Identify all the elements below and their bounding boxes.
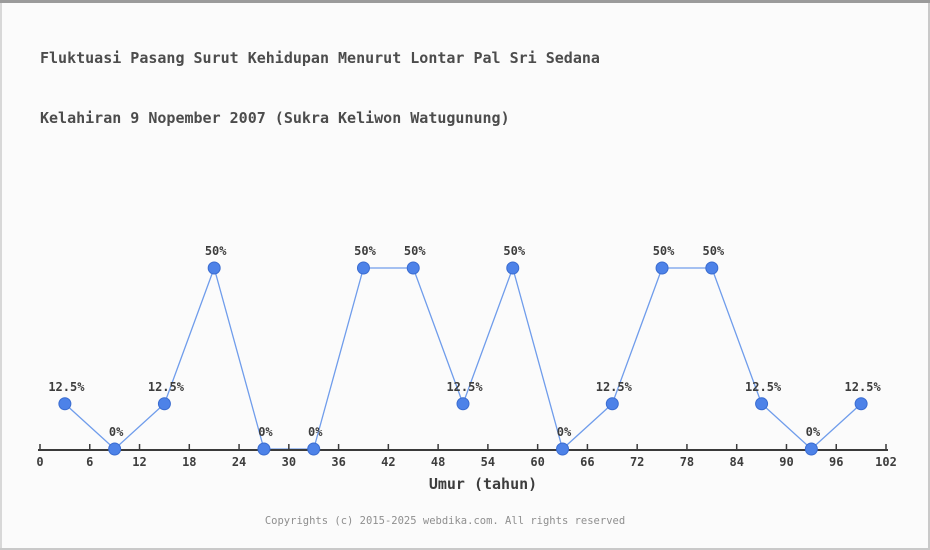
data-point-label: 50%	[404, 244, 426, 258]
data-point-label: 50%	[354, 244, 376, 258]
data-point	[556, 442, 570, 456]
data-point	[257, 442, 271, 456]
data-point	[705, 261, 719, 275]
data-point-label: 0%	[806, 425, 821, 439]
chart-title: Fluktuasi Pasang Surut Kehidupan Menurut…	[40, 8, 600, 168]
data-point	[207, 261, 221, 275]
x-tick-label: 18	[182, 455, 196, 469]
data-point-label: 12.5%	[845, 380, 882, 394]
x-tick-label: 60	[530, 455, 544, 469]
data-point-label: 12.5%	[745, 380, 782, 394]
data-point	[456, 397, 470, 411]
x-axis-title: Umur (tahun)	[428, 475, 538, 493]
data-point	[506, 261, 520, 275]
x-tick-label: 102	[875, 455, 897, 469]
data-point-label: 0%	[258, 425, 273, 439]
x-tick-label: 96	[829, 455, 843, 469]
series-line	[64, 265, 862, 451]
data-point	[655, 261, 669, 275]
x-tick-label: 24	[232, 455, 246, 469]
x-tick-label: 36	[331, 455, 345, 469]
x-tick-label: 84	[729, 455, 743, 469]
x-tick-label: 0	[36, 455, 43, 469]
x-tick-label: 6	[86, 455, 93, 469]
x-tick-label: 54	[481, 455, 495, 469]
data-point	[58, 397, 72, 411]
data-point	[804, 442, 818, 456]
data-point	[755, 397, 769, 411]
x-tick-label: 90	[779, 455, 793, 469]
data-point	[854, 397, 868, 411]
data-point-label: 50%	[702, 244, 724, 258]
data-point-label: 50%	[653, 244, 675, 258]
data-point	[307, 442, 321, 456]
x-tick-label: 78	[680, 455, 694, 469]
data-point	[108, 442, 122, 456]
data-point-label: 0%	[109, 425, 124, 439]
x-tick-label: 72	[630, 455, 644, 469]
data-point-label: 12.5%	[148, 380, 185, 394]
data-point	[157, 397, 171, 411]
data-point-label: 0%	[308, 425, 323, 439]
data-point-label: 50%	[503, 244, 525, 258]
data-point-label: 0%	[557, 425, 572, 439]
x-tick-label: 66	[580, 455, 594, 469]
data-point-label: 12.5%	[596, 380, 633, 394]
footer-copyright: Copyrights (c) 2015-2025 webdika.com. Al…	[264, 515, 626, 527]
x-tick-label: 12	[132, 455, 146, 469]
data-point-label: 12.5%	[48, 380, 85, 394]
data-point	[406, 261, 420, 275]
x-tick-label: 48	[431, 455, 445, 469]
data-point-label: 12.5%	[446, 380, 483, 394]
data-point-label: 50%	[205, 244, 227, 258]
data-point	[356, 261, 370, 275]
data-point	[605, 397, 619, 411]
chart-title-line-2: Kelahiran 9 Nopember 2007 (Sukra Keliwon…	[40, 109, 510, 127]
x-tick-label: 30	[282, 455, 296, 469]
x-tick-label: 42	[381, 455, 395, 469]
chart-title-line-1: Fluktuasi Pasang Surut Kehidupan Menurut…	[40, 49, 600, 67]
